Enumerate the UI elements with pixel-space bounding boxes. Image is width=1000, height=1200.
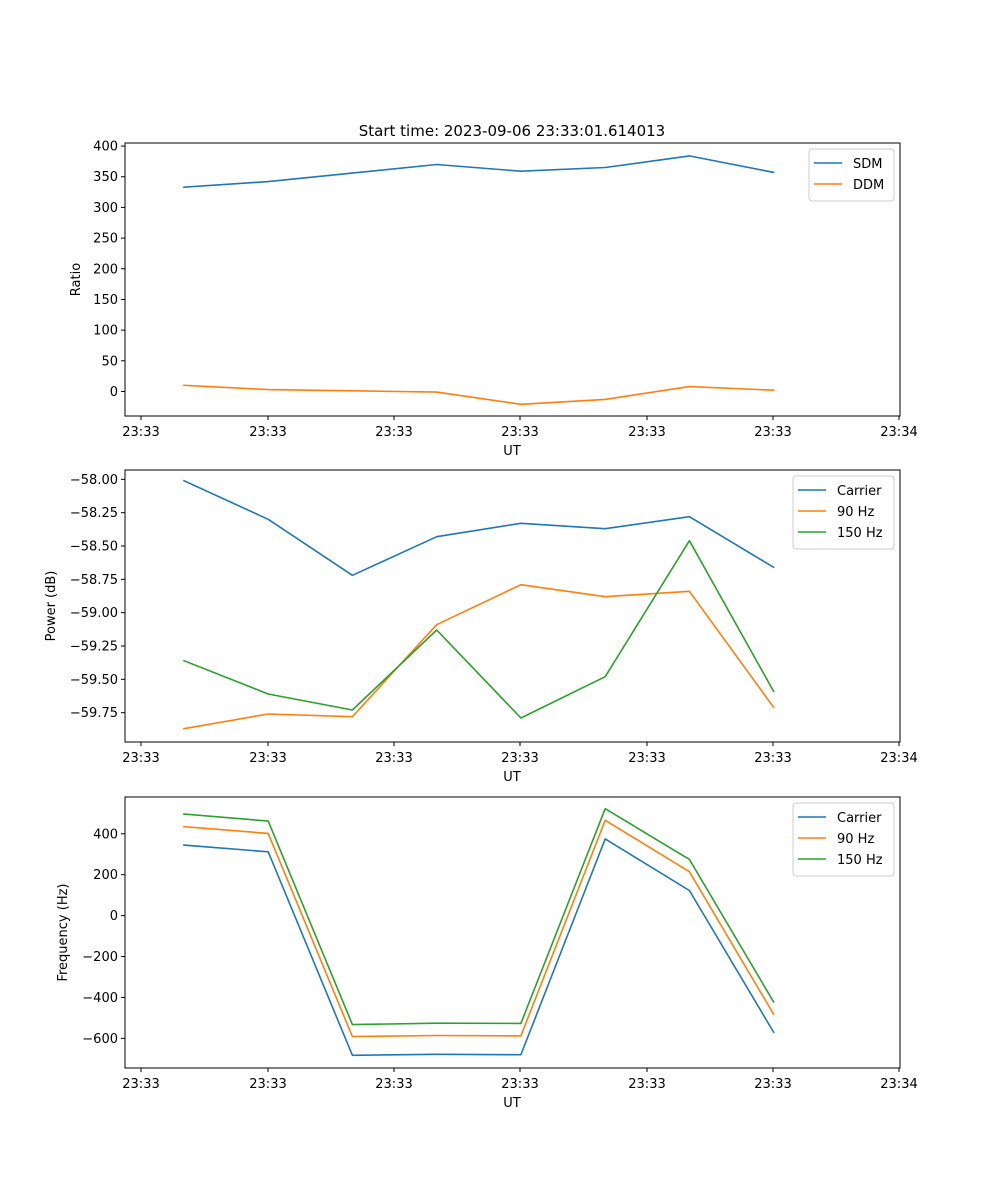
power-y-tick-label: −58.75 bbox=[70, 573, 118, 588]
ratio-y-tick-label: 0 bbox=[110, 385, 118, 400]
power-x-tick-label: 23:33 bbox=[628, 751, 665, 766]
power-y-tick-label: −58.25 bbox=[70, 506, 118, 521]
frequency-legend-label: 90 Hz bbox=[837, 832, 874, 847]
power-x-axis-label: UT bbox=[503, 770, 521, 785]
ratio-y-tick-label: 50 bbox=[101, 354, 118, 369]
frequency-y-tick-label: 400 bbox=[93, 827, 118, 842]
ratio-axes-frame bbox=[124, 142, 901, 417]
ratio-x-tick-label: 23:34 bbox=[880, 425, 917, 440]
ratio-y-tick-label: 350 bbox=[93, 170, 118, 185]
power-x-tick-label: 23:34 bbox=[880, 751, 917, 766]
power-y-axis-label: Power (dB) bbox=[44, 571, 59, 642]
power-series-150-hz-line bbox=[182, 539, 775, 719]
ratio-x-tick-label: 23:33 bbox=[122, 425, 159, 440]
power-x-tick-label: 23:33 bbox=[122, 751, 159, 766]
frequency-x-tick-label: 23:33 bbox=[501, 1077, 538, 1092]
power-series-carrier-line bbox=[182, 479, 775, 577]
power-legend: Carrier 90 Hz 150 Hz bbox=[792, 475, 895, 550]
frequency-x-axis-label: UT bbox=[503, 1096, 521, 1111]
frequency-series-carrier-line bbox=[183, 838, 775, 1057]
frequency-series-150-hz-line bbox=[183, 807, 775, 1026]
frequency-y-tick-label: −400 bbox=[82, 991, 118, 1006]
frequency-y-tick-label: −200 bbox=[82, 950, 118, 965]
power-y-tick-label: −58.00 bbox=[70, 473, 118, 488]
power-x-tick-label: 23:33 bbox=[375, 751, 412, 766]
power-y-tick-label: −59.25 bbox=[70, 640, 118, 655]
ratio-series-ddm-line bbox=[183, 384, 775, 406]
power-y-tick-label: −59.50 bbox=[70, 673, 118, 688]
power-x-tick-label: 23:33 bbox=[501, 751, 538, 766]
ratio-series-sdm-line bbox=[183, 155, 775, 189]
power-x-tick-label: 23:33 bbox=[249, 751, 286, 766]
ratio-legend-label: DDM bbox=[853, 178, 884, 193]
ratio-legend: SDM DDM bbox=[808, 148, 895, 202]
ratio-y-tick-label: 200 bbox=[93, 262, 118, 277]
plots-container: 0 50 100 150 200 250 300 350 400 23:33 23:33 23:33 2… bbox=[44, 140, 918, 1111]
ratio-y-tick-label: 300 bbox=[93, 201, 118, 216]
ratio-x-tick-label: 23:33 bbox=[501, 425, 538, 440]
frequency-series-90-hz-line bbox=[183, 819, 775, 1038]
frequency-x-tick-label: 23:33 bbox=[122, 1077, 159, 1092]
ratio-legend-label: SDM bbox=[853, 157, 882, 172]
ratio-legend-box bbox=[808, 148, 895, 202]
ratio-x-tick-label: 23:33 bbox=[754, 425, 791, 440]
ratio-x-tick-label: 23:33 bbox=[628, 425, 665, 440]
power-y-tick-label: −59.75 bbox=[70, 706, 118, 721]
power-axes-frame bbox=[124, 469, 901, 743]
ratio-x-tick-label: 23:33 bbox=[375, 425, 412, 440]
ratio-panel: 0 50 100 150 200 250 300 350 400 23:33 23:33 23:33 2… bbox=[69, 140, 918, 459]
ratio-y-tick-label: 400 bbox=[93, 140, 118, 155]
frequency-legend: Carrier 90 Hz 150 Hz bbox=[792, 802, 895, 877]
frequency-y-tick-label: 200 bbox=[93, 868, 118, 883]
frequency-y-axis-label: Frequency (Hz) bbox=[56, 883, 71, 981]
frequency-panel: 400 200 0 −200 −400 −600 23:33 23:33 23:33 23:33 2… bbox=[56, 796, 918, 1111]
ratio-y-axis-label: Ratio bbox=[69, 263, 84, 296]
ratio-x-tick-label: 23:33 bbox=[249, 425, 286, 440]
frequency-x-tick-label: 23:33 bbox=[375, 1077, 412, 1092]
power-legend-label: 90 Hz bbox=[837, 505, 874, 520]
power-panel: −58.00 −58.25 −58.50 −58.75 −59.00 −59.25 −59.… bbox=[44, 469, 918, 785]
frequency-axes-frame bbox=[124, 796, 901, 1069]
power-legend-box bbox=[792, 475, 895, 550]
frequency-legend-label: Carrier bbox=[837, 811, 882, 826]
power-series-90-hz-line bbox=[183, 583, 775, 730]
frequency-legend-box bbox=[792, 802, 895, 877]
ratio-y-tick-label: 100 bbox=[93, 324, 118, 339]
frequency-y-tick-label: −600 bbox=[82, 1032, 118, 1047]
ratio-y-tick-label: 150 bbox=[93, 293, 118, 308]
frequency-x-tick-label: 23:33 bbox=[754, 1077, 791, 1092]
frequency-x-tick-label: 23:33 bbox=[628, 1077, 665, 1092]
ratio-y-tick-label: 250 bbox=[93, 232, 118, 247]
frequency-x-tick-label: 23:34 bbox=[880, 1077, 917, 1092]
frequency-x-tick-label: 23:33 bbox=[249, 1077, 286, 1092]
power-legend-label: 150 Hz bbox=[837, 526, 883, 541]
power-legend-label: Carrier bbox=[837, 484, 882, 499]
ratio-x-axis-label: UT bbox=[503, 444, 521, 459]
figure-title: Start time: 2023-09-06 23:33:01.614013 bbox=[359, 122, 665, 140]
power-x-tick-label: 23:33 bbox=[754, 751, 791, 766]
power-y-tick-label: −59.00 bbox=[70, 606, 118, 621]
power-y-tick-label: −58.50 bbox=[70, 540, 118, 555]
frequency-y-tick-label: 0 bbox=[110, 909, 118, 924]
frequency-legend-label: 150 Hz bbox=[837, 853, 883, 868]
